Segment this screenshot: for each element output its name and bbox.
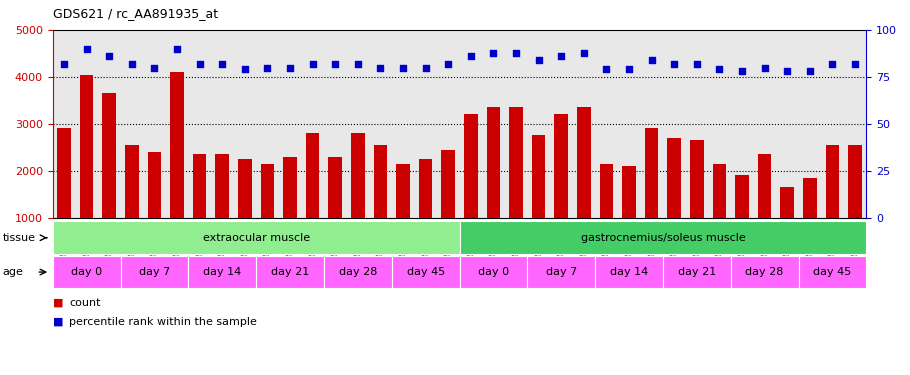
Bar (329, 157, 342, 218)
Text: day 21: day 21 (678, 267, 716, 277)
Bar (758, 154, 772, 218)
Text: age: age (3, 267, 24, 277)
Bar (125, 145, 138, 218)
Bar (80, 75, 94, 217)
Bar (193, 154, 207, 218)
Text: day 45: day 45 (814, 267, 852, 277)
Bar (441, 150, 455, 217)
Text: day 14: day 14 (203, 267, 241, 277)
Point (215, 61, 229, 67)
Bar (464, 114, 478, 218)
Bar (690, 140, 703, 218)
Bar (216, 154, 229, 218)
Text: ■: ■ (53, 298, 64, 308)
Bar (351, 133, 365, 218)
Point (396, 64, 410, 70)
Point (102, 53, 116, 59)
Point (509, 50, 523, 55)
Text: count: count (69, 298, 101, 308)
Text: day 0: day 0 (478, 267, 509, 277)
Bar (803, 178, 816, 218)
Bar (600, 164, 613, 218)
Bar (57, 128, 71, 217)
Point (373, 64, 388, 70)
Text: tissue: tissue (3, 233, 35, 243)
Text: day 21: day 21 (271, 267, 309, 277)
Text: extraocular muscle: extraocular muscle (203, 233, 309, 243)
Text: day 0: day 0 (71, 267, 102, 277)
Text: ■: ■ (53, 317, 64, 327)
Point (306, 61, 320, 67)
Bar (283, 157, 297, 218)
Text: day 14: day 14 (610, 267, 648, 277)
Point (757, 64, 772, 70)
Bar (260, 164, 274, 218)
Point (238, 66, 252, 72)
Point (192, 61, 207, 67)
Bar (735, 176, 749, 217)
Bar (713, 164, 726, 218)
Point (283, 64, 298, 70)
Point (486, 50, 501, 55)
Point (554, 53, 569, 59)
Point (803, 68, 817, 74)
Bar (510, 107, 523, 218)
Point (441, 61, 456, 67)
Text: GDS621 / rc_AA891935_at: GDS621 / rc_AA891935_at (53, 8, 217, 21)
Bar (554, 114, 568, 218)
Point (622, 66, 636, 72)
Point (780, 68, 794, 74)
Text: gastrocnemius/soleus muscle: gastrocnemius/soleus muscle (581, 233, 745, 243)
Bar (577, 107, 591, 218)
Point (170, 46, 185, 52)
Bar (781, 187, 794, 218)
Bar (419, 159, 432, 218)
Point (577, 50, 592, 55)
Point (644, 57, 659, 63)
Point (848, 61, 863, 67)
Point (147, 64, 162, 70)
Point (531, 57, 546, 63)
Bar (103, 93, 116, 218)
Point (599, 66, 613, 72)
Bar (170, 72, 184, 217)
Text: percentile rank within the sample: percentile rank within the sample (69, 317, 257, 327)
Bar (531, 135, 545, 218)
Point (350, 61, 365, 67)
Point (419, 64, 433, 70)
Point (463, 53, 478, 59)
Point (825, 61, 840, 67)
Text: day 28: day 28 (745, 267, 784, 277)
Point (328, 61, 342, 67)
Bar (667, 138, 681, 218)
Point (79, 46, 94, 52)
Point (667, 61, 682, 67)
Bar (306, 133, 319, 218)
Bar (147, 152, 161, 217)
Bar (645, 128, 659, 217)
Bar (825, 145, 839, 218)
Text: day 7: day 7 (546, 267, 577, 277)
Bar (374, 145, 388, 218)
Point (56, 61, 71, 67)
Point (690, 61, 704, 67)
Point (713, 66, 727, 72)
Bar (487, 107, 501, 218)
Text: day 28: day 28 (339, 267, 377, 277)
Text: day 45: day 45 (407, 267, 445, 277)
Text: day 7: day 7 (139, 267, 170, 277)
Bar (238, 159, 252, 218)
Point (734, 68, 749, 74)
Bar (622, 166, 636, 218)
Bar (848, 145, 862, 218)
Point (125, 61, 139, 67)
Bar (396, 164, 410, 218)
Point (260, 64, 275, 70)
